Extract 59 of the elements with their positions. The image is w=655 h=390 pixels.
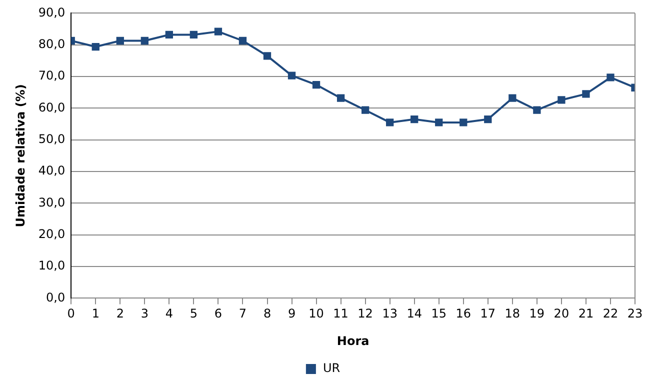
y-tick-label: 60,0: [38, 100, 66, 114]
x-tick-label: 14: [406, 306, 422, 321]
point: [336, 94, 345, 102]
x-tick-label: 11: [333, 306, 348, 321]
point: [460, 118, 468, 126]
x-tick-label: 4: [165, 306, 174, 321]
point: [238, 36, 247, 45]
x-tick-label: 3: [140, 306, 148, 321]
x-axis-title: Hora: [336, 334, 370, 348]
y-tick-label: 40,0: [38, 164, 66, 178]
x-tick-label: 15: [431, 306, 447, 321]
x-tick-label: 6: [214, 306, 222, 321]
point: [361, 106, 370, 114]
point: [263, 52, 272, 60]
x-tick-label: 16: [456, 306, 472, 321]
point: [533, 106, 541, 114]
x-tick-label: 0: [67, 306, 75, 321]
x-tick-label: 22: [602, 306, 618, 321]
x-tick-label: 1: [92, 306, 100, 321]
point: [312, 80, 320, 89]
x-tick-label: 9: [288, 306, 296, 321]
point: [582, 90, 590, 98]
point: [140, 36, 148, 45]
point: [288, 72, 296, 80]
point: [386, 118, 394, 126]
x-tick-label: 19: [529, 306, 545, 321]
x-tick-label: 20: [554, 306, 570, 321]
y-tick-label: 50,0: [38, 132, 66, 146]
y-tick-label: 70,0: [38, 68, 66, 83]
x-tick-label: 18: [504, 306, 520, 321]
point: [484, 115, 492, 124]
point: [190, 30, 198, 39]
legend-label: UR: [322, 361, 340, 376]
point: [214, 28, 222, 36]
x-tick-label: 12: [358, 306, 373, 321]
y-tick-label: 20,0: [38, 226, 66, 241]
x-tick-label: 13: [382, 306, 398, 321]
x-tick-label: 17: [480, 306, 496, 321]
point: [92, 42, 100, 51]
x-tick-label: 5: [190, 306, 198, 321]
point: [410, 115, 418, 124]
y-tick-label: 30,0: [38, 195, 66, 210]
point: [165, 30, 174, 39]
x-tick-label: 7: [238, 306, 247, 321]
point: [558, 96, 566, 104]
x-tick-label: 2: [116, 306, 124, 321]
x-tick-label: 10: [308, 306, 324, 321]
point: [116, 36, 124, 45]
x-tick-label: 21: [578, 306, 594, 321]
y-tick-label: 90,0: [38, 5, 66, 20]
point: [606, 74, 614, 82]
y-axis-title: Umidade relativa (%): [13, 84, 28, 228]
y-tick-label: 80,0: [38, 36, 66, 51]
y-tick-label: 10,0: [38, 258, 66, 273]
point: [508, 94, 516, 102]
y-tick-label: 0,0: [46, 290, 66, 304]
point: [435, 118, 443, 126]
x-tick-label: 8: [263, 306, 272, 321]
x-tick-label: 23: [627, 306, 643, 321]
